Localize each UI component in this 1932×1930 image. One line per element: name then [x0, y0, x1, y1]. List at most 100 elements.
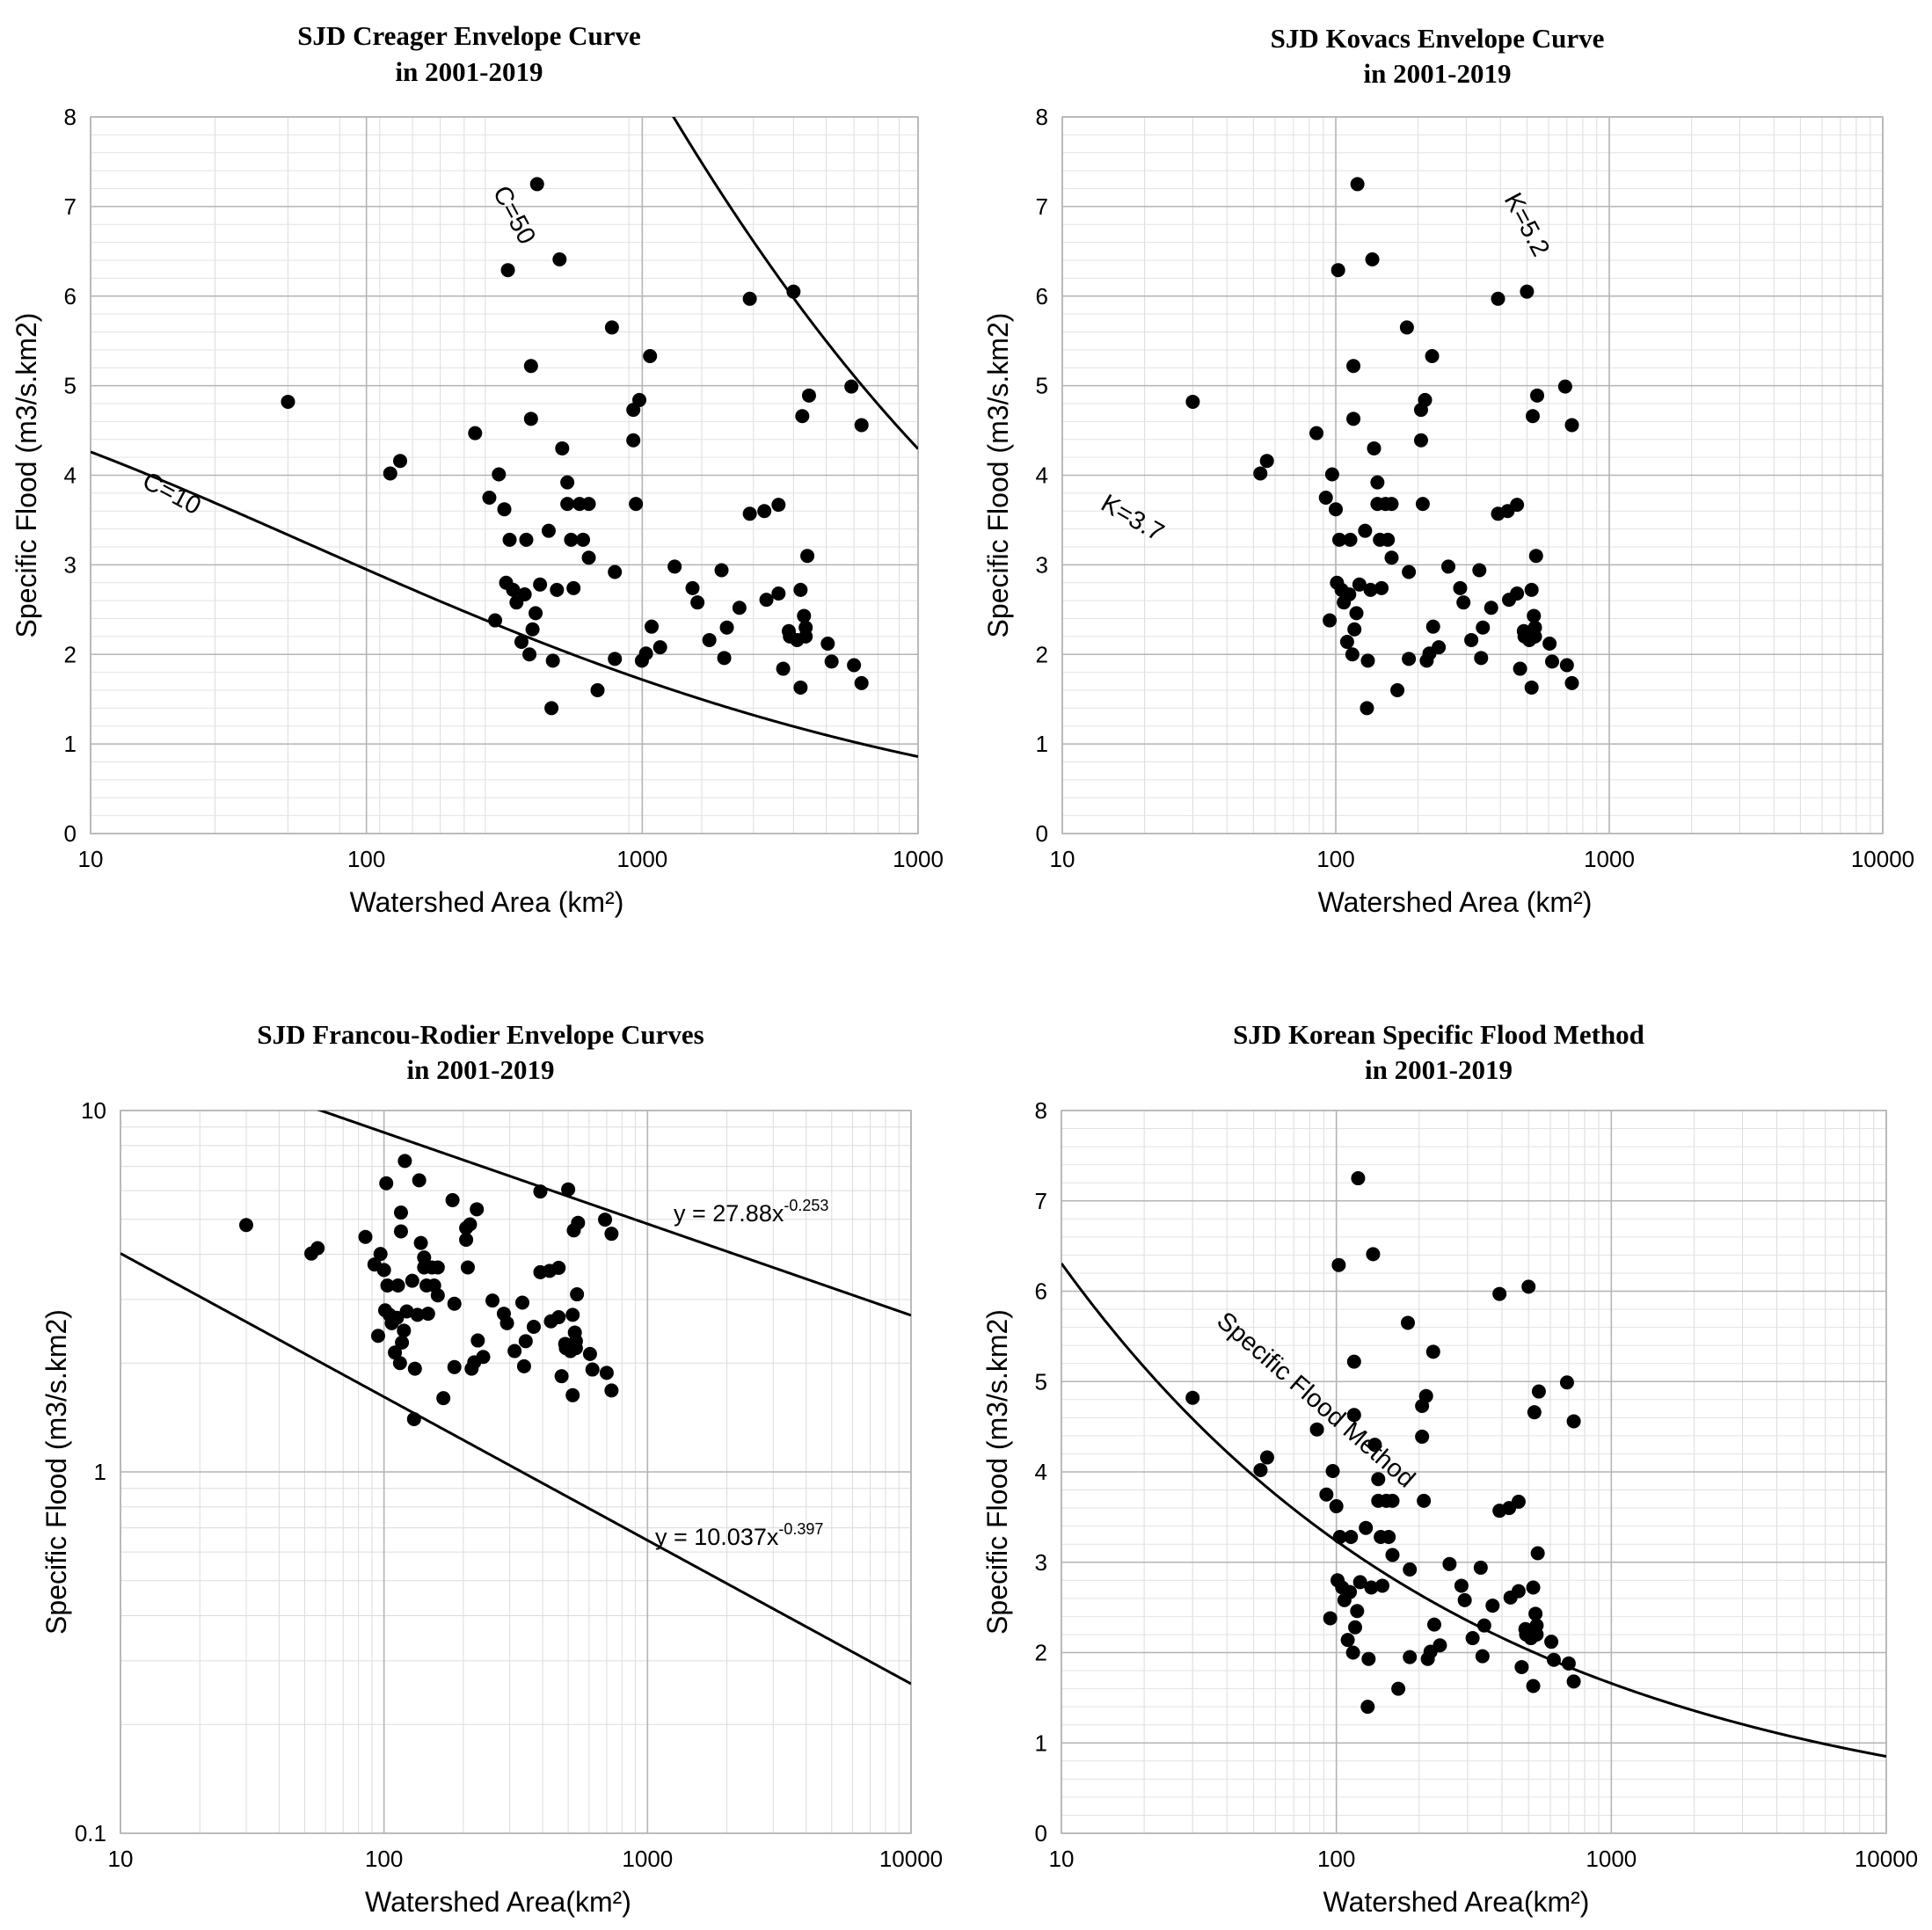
data-point: [413, 1235, 428, 1250]
data-point: [1350, 1604, 1365, 1619]
data-point: [568, 1341, 583, 1356]
data-point: [393, 454, 408, 469]
data-points: [1185, 1171, 1581, 1715]
y-tick-label: 7: [64, 193, 77, 220]
data-point: [373, 1247, 388, 1262]
data-point: [445, 1192, 460, 1207]
data-point: [571, 1215, 586, 1230]
data-point: [1415, 497, 1430, 512]
data-point: [1346, 1354, 1361, 1369]
plot-area-border: [1061, 116, 1884, 834]
data-point: [551, 1260, 566, 1275]
data-point: [554, 1369, 569, 1384]
data-point: [582, 1346, 597, 1361]
chart-title-line-2: in 2001-2019: [1365, 1054, 1513, 1085]
data-point: [757, 504, 772, 519]
data-point: [1374, 1578, 1389, 1593]
data-point: [1473, 1560, 1488, 1575]
y-tick-label: 4: [1035, 1459, 1047, 1485]
x-tick-label: 1000: [616, 846, 667, 872]
data-point: [436, 1391, 451, 1406]
data-point: [564, 532, 579, 547]
x-axis-label: Watershed Area(km²): [1323, 1886, 1590, 1918]
data-point: [517, 586, 532, 601]
data-point: [570, 1287, 585, 1302]
data-point: [1476, 620, 1491, 635]
data-point: [1347, 622, 1362, 637]
data-point: [522, 647, 537, 662]
data-point: [690, 595, 705, 610]
data-point: [518, 1334, 533, 1349]
data-point: [1331, 263, 1345, 278]
data-point: [1350, 177, 1365, 192]
data-point: [742, 291, 757, 306]
data-point: [1331, 1257, 1346, 1272]
data-point: [1465, 1631, 1480, 1646]
data-point: [1530, 388, 1545, 403]
y-tick-label: 2: [1036, 641, 1048, 667]
data-point: [1347, 1620, 1362, 1635]
data-point: [1485, 1599, 1500, 1613]
data-point: [1385, 1493, 1400, 1508]
data-point: [1453, 580, 1468, 595]
data-point: [565, 1307, 580, 1322]
data-point: [485, 1293, 500, 1308]
data-point: [1511, 1584, 1526, 1599]
y-tick-label: 1: [1035, 1730, 1047, 1756]
data-point: [1384, 550, 1399, 565]
data-point: [1346, 411, 1361, 426]
y-tick-label: 7: [1036, 193, 1048, 220]
data-point: [576, 532, 591, 547]
data-point: [497, 502, 512, 517]
x-tick-label: 10: [1050, 846, 1075, 872]
envelope-curve-1: [1061, 1262, 1886, 1759]
data-point: [653, 640, 667, 655]
x-tick-label: 100: [365, 1846, 403, 1872]
data-point: [1542, 637, 1557, 652]
data-point: [447, 1359, 462, 1374]
data-point: [238, 1218, 253, 1233]
data-point: [1358, 523, 1373, 538]
data-point: [1346, 1408, 1361, 1423]
data-point: [430, 1288, 445, 1303]
y-tick-label: 0.1: [75, 1820, 106, 1846]
data-point: [626, 433, 641, 448]
data-point: [1402, 564, 1417, 579]
data-point: [310, 1241, 325, 1256]
chart-title-line-1: SJD Kovacs Envelope Curve: [1271, 23, 1605, 54]
data-point: [468, 426, 483, 441]
data-point: [281, 394, 295, 409]
data-point: [1456, 595, 1471, 610]
data-point: [795, 409, 810, 424]
grid: [1061, 116, 1884, 834]
x-tick-label: 10000: [879, 1846, 943, 1872]
data-point: [1253, 1462, 1268, 1477]
data-point: [499, 1315, 514, 1330]
data-point: [1403, 1650, 1418, 1664]
data-point: [629, 497, 644, 512]
data-point: [771, 498, 786, 513]
chart-panel-4: 10 100 1000 10000 0 1 2 3 4 5 6 7 8 SJD Korean Specif…: [981, 1019, 1918, 1918]
data-point: [1527, 608, 1542, 623]
data-point: [459, 1232, 474, 1247]
x-tick-label: 10000: [1851, 846, 1914, 872]
data-point: [608, 564, 623, 579]
data-point: [1363, 582, 1378, 597]
data-point: [1531, 1384, 1546, 1399]
data-points: [1185, 177, 1579, 716]
data-point: [1557, 379, 1572, 394]
envelope-curve-1: [91, 450, 918, 758]
data-point: [1527, 1405, 1542, 1420]
data-point: [560, 475, 575, 490]
data-point: [1491, 291, 1506, 306]
data-point: [506, 582, 521, 597]
data-point: [1546, 1652, 1561, 1667]
data-point: [1454, 1578, 1469, 1593]
data-point: [1510, 498, 1525, 513]
y-tick-label: 4: [64, 462, 77, 489]
data-point: [393, 1205, 408, 1220]
data-point: [581, 550, 596, 565]
x-tick-label: 10: [108, 1846, 134, 1872]
y-axis-label: Specific Flood (m3/s.km2): [11, 313, 42, 638]
data-point: [1476, 1618, 1491, 1633]
